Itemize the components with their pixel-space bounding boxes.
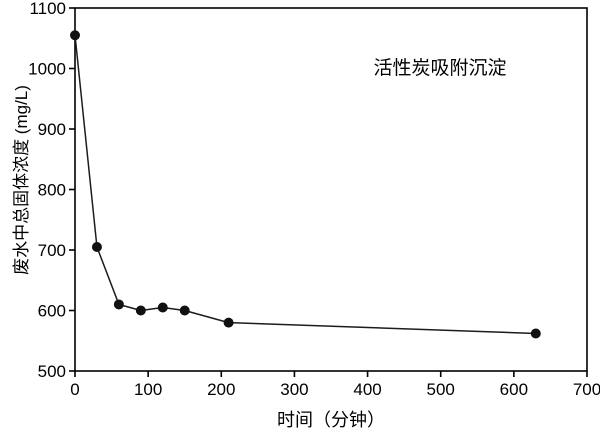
x-tick-label: 700 xyxy=(573,380,600,399)
y-tick-label: 700 xyxy=(38,241,66,260)
y-tick-label: 1000 xyxy=(28,60,66,79)
data-point xyxy=(530,328,541,339)
x-tick-label: 0 xyxy=(70,380,79,399)
data-point xyxy=(135,305,146,316)
y-tick-label: 500 xyxy=(38,362,66,381)
data-point xyxy=(70,30,80,41)
x-tick-label: 100 xyxy=(134,380,162,399)
series-annotation: 活性炭吸附沉淀 xyxy=(373,58,507,79)
y-tick-label: 1100 xyxy=(29,0,66,18)
y-tick-label: 900 xyxy=(38,120,66,139)
x-tick-label: 400 xyxy=(353,380,381,399)
data-point xyxy=(223,317,234,328)
y-tick-label: 600 xyxy=(38,302,66,321)
x-axis-label: 时间（分钟） xyxy=(277,410,385,430)
data-point xyxy=(157,302,168,313)
data-point xyxy=(113,299,124,310)
data-point xyxy=(179,305,190,316)
series-line xyxy=(74,35,536,335)
y-tick-label: 800 xyxy=(38,181,66,200)
x-tick-label: 500 xyxy=(427,380,455,399)
data-point xyxy=(91,241,102,252)
x-tick-label: 300 xyxy=(280,380,308,399)
x-tick-label: 200 xyxy=(207,380,235,399)
x-tick-label: 600 xyxy=(500,380,528,399)
y-axis-label: 废水中总固体浓度 (mg/L) xyxy=(12,85,31,275)
